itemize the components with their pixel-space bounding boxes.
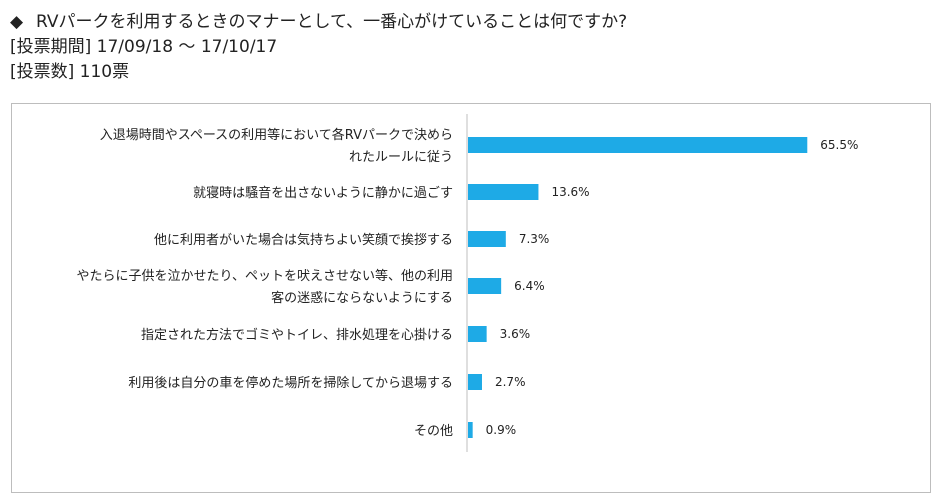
voting-period: [投票期間] 17/09/18 ～ 17/10/17 bbox=[10, 37, 278, 57]
bar-6 bbox=[468, 422, 473, 438]
value-label-5: 2.7% bbox=[495, 375, 525, 389]
category-label-6: その他 bbox=[414, 424, 453, 439]
chart-frame: 65.5% 入退場時間やスペースの利用等において各RVパークで決められたルールに従… bbox=[11, 103, 931, 493]
category-label-0-line-1: れたルールに従う bbox=[349, 150, 453, 165]
chart-header: ◆ RVパークを利用するときのマナーとして、一番心がけていることは何ですか? [投… bbox=[10, 10, 627, 85]
bar-chart: 65.5% 入退場時間やスペースの利用等において各RVパークで決められたルールに従… bbox=[77, 114, 858, 452]
value-label-0: 65.5% bbox=[820, 138, 858, 152]
value-label-2: 7.3% bbox=[519, 232, 550, 246]
chart-title: RVパークを利用するときのマナーとして、一番心がけていることは何ですか? bbox=[36, 12, 628, 32]
bar-5 bbox=[468, 374, 482, 390]
category-label-5: 利用後は自分の車を停めた場所を掃除してから退場する bbox=[128, 375, 453, 391]
category-label-1: 就寝時は騒音を出さないように静かに過ごす bbox=[193, 185, 453, 201]
category-label-0-line-0: 入退場時間やスペースの利用等において各RVパークで決めら bbox=[100, 127, 453, 143]
category-label-4: 指定された方法でゴミやトイレ、排水処理を心掛ける bbox=[141, 327, 453, 343]
bar-4 bbox=[468, 326, 487, 342]
value-label-3: 6.4% bbox=[514, 279, 545, 293]
question-line: ◆ RVパークを利用するときのマナーとして、一番心がけていることは何ですか? bbox=[10, 10, 627, 35]
category-label-2: 他に利用者がいた場合は気持ちよい笑顔で挨拶する bbox=[154, 232, 453, 248]
category-label-3-line-1: 客の迷惑にならないようにする bbox=[271, 290, 453, 306]
vote-count: [投票数] 110票 bbox=[10, 62, 130, 82]
bar-2 bbox=[468, 231, 506, 247]
bar-3 bbox=[468, 278, 502, 294]
value-label-1: 13.6% bbox=[551, 185, 589, 199]
value-label-4: 3.6% bbox=[500, 327, 531, 341]
value-label-6: 0.9% bbox=[486, 423, 517, 437]
category-label-3-line-0: やたらに子供を泣かせたり、ペットを吠えさせない等、他の利用 bbox=[77, 268, 453, 284]
bar-1 bbox=[468, 184, 539, 200]
diamond-bullet: ◆ bbox=[10, 12, 24, 32]
bar-0 bbox=[468, 137, 808, 153]
